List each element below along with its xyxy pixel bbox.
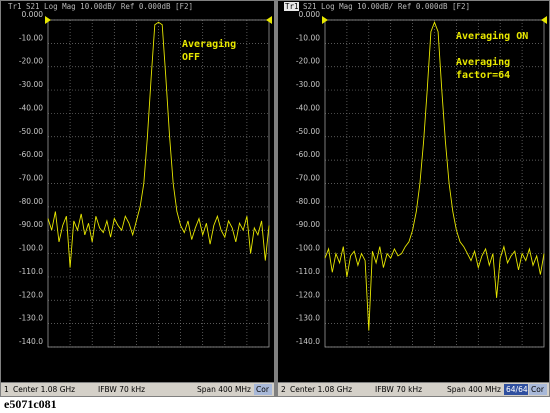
trace-highlight <box>284 2 299 11</box>
ref-marker <box>322 16 328 24</box>
y-tick-label: -30.00 <box>19 80 43 89</box>
ifbw: IFBW 70 kHz <box>375 385 422 394</box>
y-tick-label: -60.00 <box>19 150 43 159</box>
span: Span 400 MHz <box>197 385 251 394</box>
y-tick-label: -100.0 <box>19 244 43 253</box>
trace-label: Tr1 <box>285 2 299 11</box>
y-tick-label: -110.0 <box>296 267 320 276</box>
caption: e5071c081 <box>4 397 57 411</box>
y-tick-label: -20.00 <box>296 57 320 66</box>
averaging-count: 64/64 <box>506 385 528 394</box>
channel-number: 2 <box>281 385 286 394</box>
chart-title: S21 Log Mag 10.00dB/ Ref 0.000dB [F2] <box>303 2 470 11</box>
correction-box <box>529 384 547 395</box>
y-tick-label: -140.0 <box>296 337 320 346</box>
y-tick-label: 0.000 <box>22 10 44 19</box>
y-tick-label: -20.00 <box>19 57 43 66</box>
annotation: OFF <box>182 52 200 63</box>
ref-marker <box>266 16 272 24</box>
trace-line <box>324 21 545 331</box>
y-tick-label: -110.0 <box>19 267 43 276</box>
y-tick-label: 0.000 <box>299 10 321 19</box>
annotation: factor=64 <box>456 70 510 81</box>
y-tick-label: -120.0 <box>19 290 43 299</box>
y-tick-label: -140.0 <box>19 337 43 346</box>
ref-marker <box>541 16 547 24</box>
annotation: Averaging ON <box>456 30 528 42</box>
plot-border <box>47 19 270 348</box>
y-tick-label: -50.00 <box>296 127 320 136</box>
y-tick-label: -70.00 <box>296 174 320 183</box>
y-tick-label: -80.00 <box>19 197 43 206</box>
trace-line <box>47 21 270 268</box>
panel <box>1 1 274 382</box>
annotation: Averaging <box>456 56 510 68</box>
y-tick-label: -90.00 <box>19 220 43 229</box>
status-bar <box>278 383 549 396</box>
span: Span 400 MHz <box>447 385 501 394</box>
y-tick-label: -130.0 <box>19 314 43 323</box>
status-bar <box>1 383 274 396</box>
y-tick-label: -70.00 <box>19 174 43 183</box>
y-tick-label: -50.00 <box>19 127 43 136</box>
y-tick-label: -10.00 <box>19 33 43 42</box>
y-tick-label: -120.0 <box>296 290 320 299</box>
y-tick-label: -40.00 <box>296 103 320 112</box>
y-tick-label: -10.00 <box>296 33 320 42</box>
y-tick-label: -90.00 <box>296 220 320 229</box>
y-tick-label: -60.00 <box>296 150 320 159</box>
trace-label: Tr1 <box>8 2 22 11</box>
correction: Cor <box>256 385 270 394</box>
y-tick-label: -30.00 <box>296 80 320 89</box>
correction-box <box>254 384 272 395</box>
y-tick-label: -100.0 <box>296 244 320 253</box>
y-tick-label: -40.00 <box>19 103 43 112</box>
ifbw: IFBW 70 kHz <box>98 385 145 394</box>
correction: Cor <box>531 385 545 394</box>
ref-marker <box>45 16 51 24</box>
annotation: Averaging <box>182 38 236 50</box>
y-tick-label: -80.00 <box>296 197 320 206</box>
center-frequency: Center 1.08 GHz <box>290 385 352 394</box>
center-frequency: Center 1.08 GHz <box>13 385 75 394</box>
chart-title: S21 Log Mag 10.00dB/ Ref 0.000dB [F2] <box>26 2 193 11</box>
panel <box>278 1 549 382</box>
plot-border <box>324 19 545 348</box>
y-tick-label: -130.0 <box>296 314 320 323</box>
averaging-box <box>504 384 528 395</box>
channel-number: 1 <box>4 385 9 394</box>
